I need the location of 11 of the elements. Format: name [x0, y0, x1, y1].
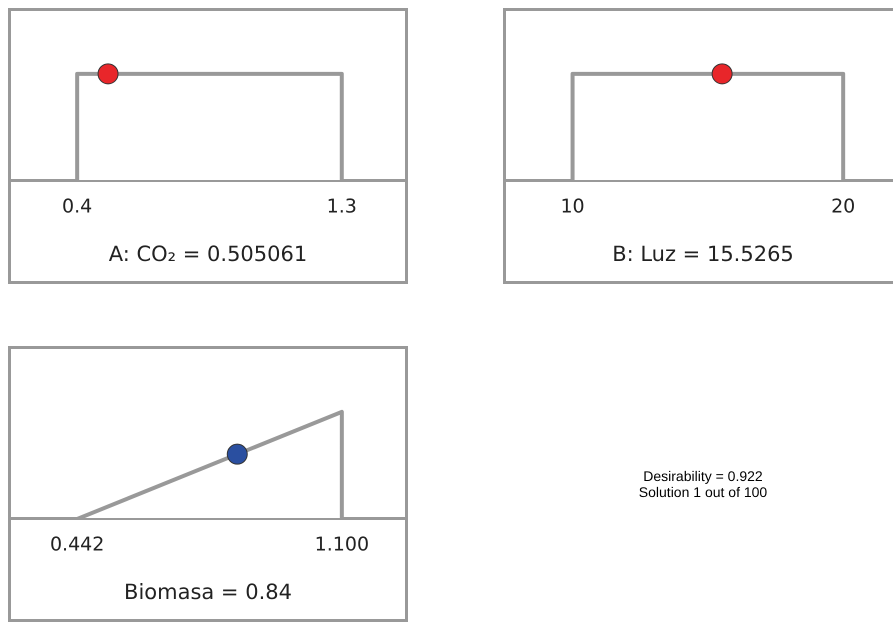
x-tick-label: 0.4: [62, 195, 92, 218]
x-tick-label: 10: [560, 195, 585, 218]
text: Solution 1 out of 100: [638, 484, 768, 500]
text: Desirability = 0.922: [643, 468, 763, 484]
x-axis-title: A: CO₂ = 0.505061: [108, 242, 308, 266]
x-tick-label: 1.100: [314, 533, 370, 556]
x-axis-title: B: Luz = 15.5265: [612, 242, 794, 266]
x-tick-label: 20: [831, 195, 856, 218]
x-tick-label: 0.442: [50, 533, 104, 556]
x-axis-title: Biomasa = 0.84: [124, 580, 292, 604]
x-tick-label: 1.3: [326, 195, 357, 218]
